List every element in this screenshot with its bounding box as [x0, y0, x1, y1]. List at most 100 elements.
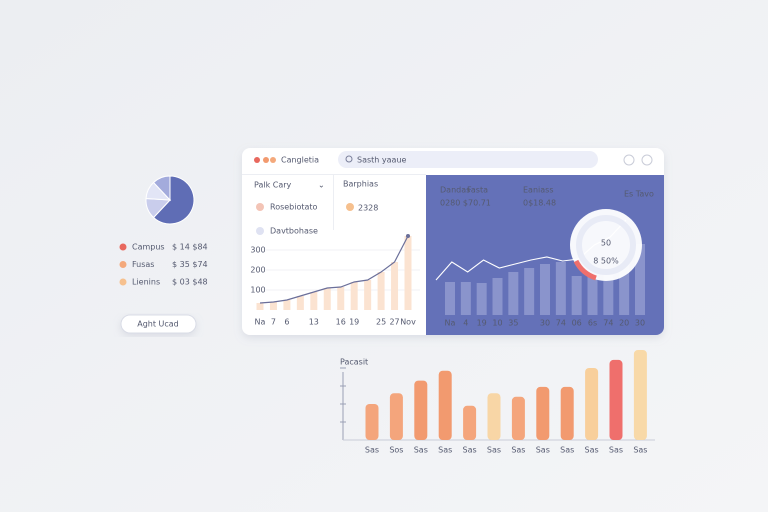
- x-tick-label: Sas: [560, 446, 574, 455]
- bar: [524, 268, 535, 315]
- x-tick-label: 19: [477, 319, 487, 328]
- area-bar: [310, 292, 318, 310]
- pie-slice: [152, 175, 195, 225]
- item-icon: [256, 203, 264, 211]
- sidebar-item[interactable]: Davtbohase: [270, 227, 318, 236]
- area-bar: [337, 287, 345, 310]
- x-tick-label: 30: [635, 319, 645, 328]
- bar: [414, 380, 428, 440]
- x-tick-label: 25: [376, 318, 386, 327]
- bar: [508, 272, 519, 315]
- stat-label: Dandas: [440, 186, 470, 195]
- search-icon: [345, 155, 353, 163]
- area-bar: [364, 280, 372, 310]
- sidebar-item[interactable]: Rosebiotato: [270, 203, 318, 212]
- dropdown[interactable]: Es Tavo: [624, 190, 654, 199]
- donut-accent: [573, 259, 597, 281]
- x-tick-label: 13: [309, 318, 319, 327]
- app-title: Cangletia: [281, 156, 319, 165]
- donut-widget: 50 8 50%: [570, 209, 642, 281]
- window-dot: [254, 157, 260, 163]
- x-tick-label: 06: [572, 319, 582, 328]
- legend-value: $ 14 $84: [172, 243, 208, 252]
- x-tick-label: 16: [336, 318, 346, 327]
- bar: [536, 386, 550, 440]
- x-tick-label: 19: [349, 318, 359, 327]
- x-tick-label: Sas: [633, 446, 647, 455]
- bar: [609, 359, 623, 440]
- sidebar-title: Palk Cary: [254, 181, 292, 190]
- action-button[interactable]: [120, 314, 197, 334]
- x-tick-label: 35: [508, 319, 518, 328]
- bar: [445, 282, 455, 315]
- area-bar: [404, 236, 412, 310]
- x-tick-label: 27: [389, 318, 399, 327]
- bar-chart-title: Pacasit: [340, 358, 368, 367]
- x-tick-label: 10: [492, 319, 502, 328]
- legend-label: Fusas: [132, 260, 154, 269]
- window-dot: [270, 157, 276, 163]
- legend-label: Lienins: [132, 278, 160, 287]
- icon-button[interactable]: [641, 154, 653, 166]
- bar: [571, 276, 582, 315]
- donut-track: [576, 215, 636, 275]
- donut-sublabel: 8 50%: [593, 257, 619, 266]
- x-tick-label: Sos: [389, 446, 403, 455]
- x-tick-label: 30: [540, 319, 550, 328]
- x-tick-label: Sas: [511, 446, 525, 455]
- stat-value: 0$18.48: [523, 199, 556, 208]
- bar: [560, 386, 574, 440]
- legend-value: $ 35 $74: [172, 260, 208, 269]
- panel-title: Barphias: [343, 180, 378, 189]
- y-tick-label: 200: [250, 266, 265, 275]
- area-bar: [256, 303, 264, 310]
- x-tick-label: Sas: [536, 446, 550, 455]
- x-tick-label: 20: [619, 319, 629, 328]
- legend-value: $ 03 $48: [172, 278, 208, 287]
- bar: [365, 404, 379, 440]
- legend-dot: [119, 261, 127, 268]
- y-tick-label: 300: [250, 246, 265, 255]
- x-tick-label: 6: [284, 318, 289, 327]
- y-tick-label: 100: [250, 286, 265, 295]
- panel-icon: [346, 203, 354, 211]
- legend-dot: [119, 278, 127, 286]
- panel-value: 2328: [358, 204, 378, 213]
- area-bar: [323, 288, 331, 310]
- bar: [633, 350, 647, 440]
- button-label[interactable]: Aght Ucad: [137, 320, 179, 329]
- area-bar: [283, 300, 291, 310]
- chevron[interactable]: ⌄: [318, 181, 325, 190]
- area-bar: [377, 272, 385, 310]
- area-bar: [269, 302, 277, 310]
- icon-button[interactable]: [623, 154, 635, 166]
- x-tick-label: Nov: [400, 318, 416, 327]
- x-tick-label: 74: [556, 319, 566, 328]
- bar: [587, 276, 598, 315]
- pie-slice: [152, 175, 171, 202]
- donut-value: 50: [601, 239, 611, 248]
- bar: [463, 405, 477, 440]
- x-tick-label: Sas: [609, 446, 623, 455]
- x-tick-label: Na: [255, 318, 266, 327]
- line: [259, 235, 409, 304]
- bar: [389, 393, 403, 440]
- stat-label: Eaniass: [523, 186, 554, 195]
- x-tick-label: 74: [603, 319, 613, 328]
- bar: [487, 393, 501, 440]
- bar: [511, 396, 525, 440]
- x-tick-label: Sas: [463, 446, 477, 455]
- search-box[interactable]: [338, 151, 598, 168]
- search-placeholder[interactable]: Sasth yaaue: [357, 156, 407, 165]
- bar: [540, 264, 550, 315]
- bar: [619, 262, 630, 315]
- bar: [476, 283, 487, 315]
- bar: [438, 370, 452, 440]
- area-bar: [391, 262, 399, 310]
- x-tick-label: Sas: [585, 446, 599, 455]
- x-tick-label: Sas: [487, 446, 501, 455]
- bar: [492, 278, 503, 315]
